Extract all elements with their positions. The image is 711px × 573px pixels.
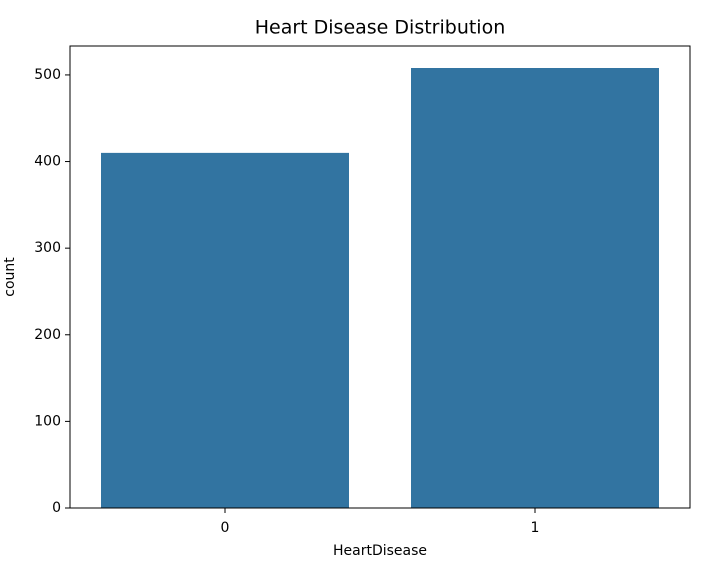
y-tick-label: 400 bbox=[34, 154, 61, 170]
x-tick-label: 0 bbox=[221, 520, 230, 536]
x-tick-label: 1 bbox=[531, 520, 540, 536]
chart-title: Heart Disease Distribution bbox=[255, 17, 506, 39]
x-axis-label: HeartDisease bbox=[333, 543, 427, 559]
y-tick-label: 300 bbox=[34, 240, 61, 256]
y-tick-label: 200 bbox=[34, 327, 61, 343]
bar bbox=[101, 152, 349, 508]
bar bbox=[411, 68, 659, 508]
y-tick-label: 500 bbox=[34, 67, 61, 83]
y-tick-label: 100 bbox=[34, 413, 61, 429]
y-axis-label: count bbox=[2, 257, 18, 297]
y-tick-label: 0 bbox=[52, 500, 61, 516]
plot-frame bbox=[69, 45, 691, 509]
